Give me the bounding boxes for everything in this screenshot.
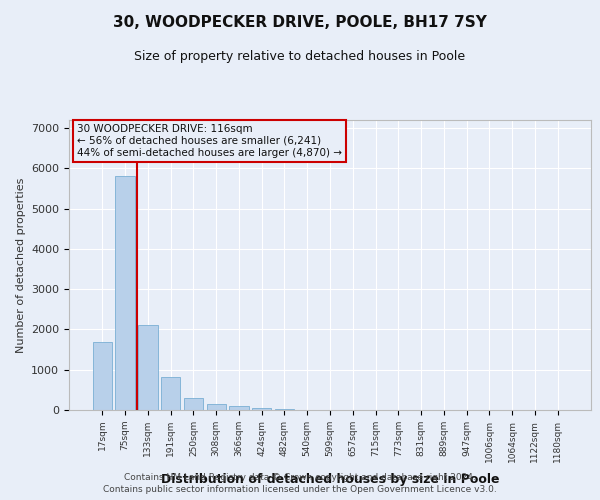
Bar <box>161 377 181 410</box>
Text: Contains HM Land Registry data © Crown copyright and database right 2024.: Contains HM Land Registry data © Crown c… <box>124 474 476 482</box>
Text: 30 WOODPECKER DRIVE: 116sqm
← 56% of detached houses are smaller (6,241)
44% of : 30 WOODPECKER DRIVE: 116sqm ← 56% of det… <box>77 124 342 158</box>
Bar <box>115 176 135 410</box>
Bar <box>229 406 248 410</box>
Bar <box>184 398 203 410</box>
Bar <box>138 326 158 410</box>
Text: Contains public sector information licensed under the Open Government Licence v3: Contains public sector information licen… <box>103 485 497 494</box>
Bar <box>275 409 294 410</box>
Bar <box>93 342 112 410</box>
Y-axis label: Number of detached properties: Number of detached properties <box>16 178 26 352</box>
Text: Size of property relative to detached houses in Poole: Size of property relative to detached ho… <box>134 50 466 63</box>
Text: 30, WOODPECKER DRIVE, POOLE, BH17 7SY: 30, WOODPECKER DRIVE, POOLE, BH17 7SY <box>113 15 487 30</box>
Bar <box>252 408 271 410</box>
X-axis label: Distribution of detached houses by size in Poole: Distribution of detached houses by size … <box>161 473 499 486</box>
Bar <box>206 404 226 410</box>
